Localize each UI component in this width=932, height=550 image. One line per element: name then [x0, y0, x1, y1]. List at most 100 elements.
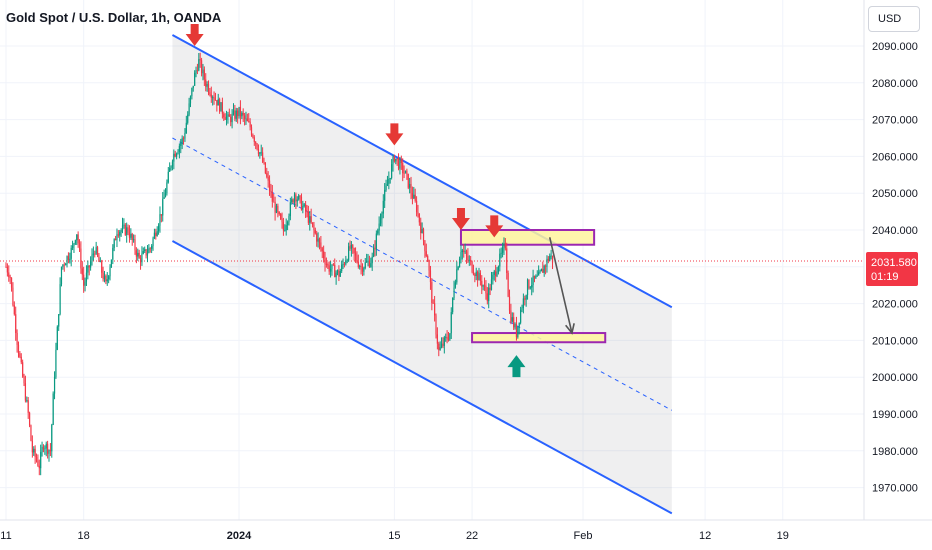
- down-arrow-marker[interactable]: [485, 215, 504, 238]
- resistance-zone[interactable]: [459, 229, 596, 246]
- candle-body: [119, 231, 121, 236]
- candle: [468, 255, 470, 266]
- candle-body: [421, 228, 423, 233]
- candle-body: [145, 249, 147, 256]
- candle: [410, 176, 412, 200]
- candle: [245, 111, 247, 125]
- candle: [400, 155, 402, 170]
- candle-body: [52, 393, 54, 425]
- candle: [452, 297, 454, 315]
- candle-body: [170, 166, 172, 169]
- candle-body: [121, 225, 124, 231]
- candle-body: [461, 250, 463, 253]
- up-arrow-marker[interactable]: [507, 355, 526, 378]
- candle: [246, 113, 248, 122]
- candle: [106, 272, 108, 286]
- candle-body: [135, 250, 137, 257]
- candle-body: [114, 239, 117, 241]
- candle: [275, 203, 278, 214]
- candle-body: [339, 271, 341, 277]
- candle: [357, 254, 359, 269]
- candle-body: [41, 446, 43, 453]
- candle-body: [267, 176, 269, 181]
- candle: [490, 271, 493, 291]
- candle: [551, 255, 554, 270]
- candle: [81, 261, 83, 281]
- candle: [59, 277, 61, 316]
- candle-body: [356, 255, 358, 262]
- candle: [458, 256, 461, 268]
- candle: [341, 260, 343, 274]
- candle-body: [109, 267, 111, 277]
- annotation-arrows[interactable]: [185, 24, 575, 378]
- candle: [299, 195, 301, 204]
- candle-body: [399, 159, 401, 169]
- channel-lower-line[interactable]: [171, 240, 673, 515]
- down-arrow-marker[interactable]: [185, 24, 204, 46]
- candle: [241, 111, 243, 120]
- candle: [199, 52, 201, 68]
- candle: [288, 213, 290, 226]
- candle: [162, 192, 164, 222]
- time-axis[interactable]: 11 18 2024 15 22 Feb 12 19: [0, 530, 789, 542]
- projection-arrow-head[interactable]: [565, 323, 575, 335]
- candle: [392, 154, 394, 172]
- candle-body: [255, 141, 257, 144]
- candle: [206, 81, 208, 92]
- candle: [414, 188, 416, 203]
- candle: [138, 249, 140, 259]
- currency-button[interactable]: USD: [868, 6, 920, 32]
- candle-body: [363, 267, 365, 272]
- candle: [52, 391, 54, 426]
- down-arrow-marker[interactable]: [385, 123, 404, 146]
- candle: [329, 261, 332, 278]
- candle-body: [188, 103, 190, 115]
- candle-body: [96, 247, 99, 256]
- candle-body: [393, 156, 395, 162]
- candle: [12, 282, 14, 307]
- candle-body: [152, 238, 154, 247]
- channel-fill: [172, 34, 672, 514]
- candle: [467, 248, 469, 263]
- channel-upper-line[interactable]: [171, 34, 673, 309]
- candle-body: [510, 310, 512, 322]
- candle-body: [151, 246, 153, 249]
- candle: [221, 97, 223, 119]
- candle: [35, 453, 38, 463]
- candle-body: [325, 264, 328, 265]
- candle: [141, 246, 143, 266]
- candle: [486, 287, 488, 305]
- candle-body: [482, 285, 484, 287]
- candle-body: [445, 336, 447, 338]
- candle: [457, 265, 459, 271]
- candle-body: [492, 274, 494, 280]
- candle-body: [216, 100, 218, 106]
- candle: [379, 213, 382, 227]
- down-arrow-marker[interactable]: [451, 208, 470, 230]
- candle-body: [182, 138, 185, 140]
- candle: [42, 444, 45, 453]
- candle-body: [521, 308, 523, 310]
- candle-body: [217, 99, 219, 106]
- candle-body: [259, 152, 261, 154]
- candle: [335, 270, 337, 285]
- channel-mid-line[interactable]: [172, 137, 673, 411]
- candle: [157, 223, 160, 235]
- candle-body: [85, 272, 88, 282]
- candle-body: [110, 259, 113, 268]
- support-zone[interactable]: [471, 332, 607, 344]
- y-tick-label: 2010.000: [872, 335, 918, 347]
- price-axis[interactable]: 2090.000 2080.000 2070.000 2060.000 2050.000…: [872, 41, 918, 495]
- candle-body: [446, 336, 448, 340]
- price-channel[interactable]: [171, 34, 673, 515]
- candle-body: [26, 400, 28, 402]
- candle: [134, 234, 136, 255]
- candle: [153, 228, 156, 240]
- projection-arrow-line[interactable]: [548, 237, 573, 334]
- y-tick-label: 2060.000: [872, 151, 918, 163]
- candle: [496, 267, 498, 278]
- candle: [217, 93, 219, 106]
- candle: [366, 253, 368, 263]
- candle-body: [162, 198, 164, 216]
